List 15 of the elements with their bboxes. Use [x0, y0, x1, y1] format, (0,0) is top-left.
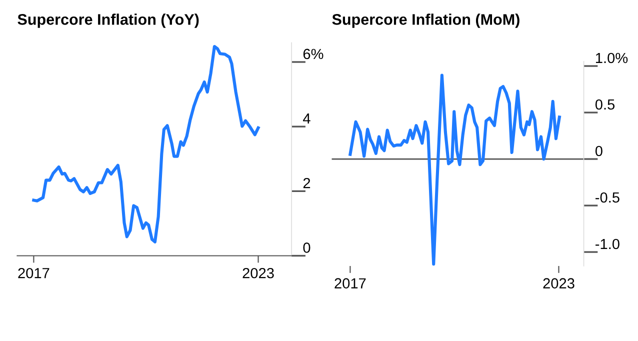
- y-tick-label: 4: [303, 114, 310, 124]
- y-tick-label: 1.0%: [596, 52, 628, 64]
- x-tick-label: 2023: [543, 278, 574, 288]
- x-tick-label: 2017: [18, 268, 50, 278]
- y-tick-label: 0: [595, 146, 602, 156]
- y-tick-label: 0.5: [595, 99, 615, 110]
- y-tick-label: 2: [303, 178, 310, 188]
- x-tick-label: 2017: [334, 278, 366, 288]
- chart-title: Supercore Inflation (YoY): [18, 14, 199, 28]
- x-tick-label: 2023: [242, 268, 274, 278]
- y-tick-label: 0: [303, 242, 310, 253]
- y-tick-label: -1.0: [596, 238, 620, 250]
- y-tick-label: -0.5: [596, 192, 620, 203]
- chart-title: Supercore Inflation (MoM): [332, 14, 520, 28]
- y-tick-label: 6%: [303, 48, 324, 60]
